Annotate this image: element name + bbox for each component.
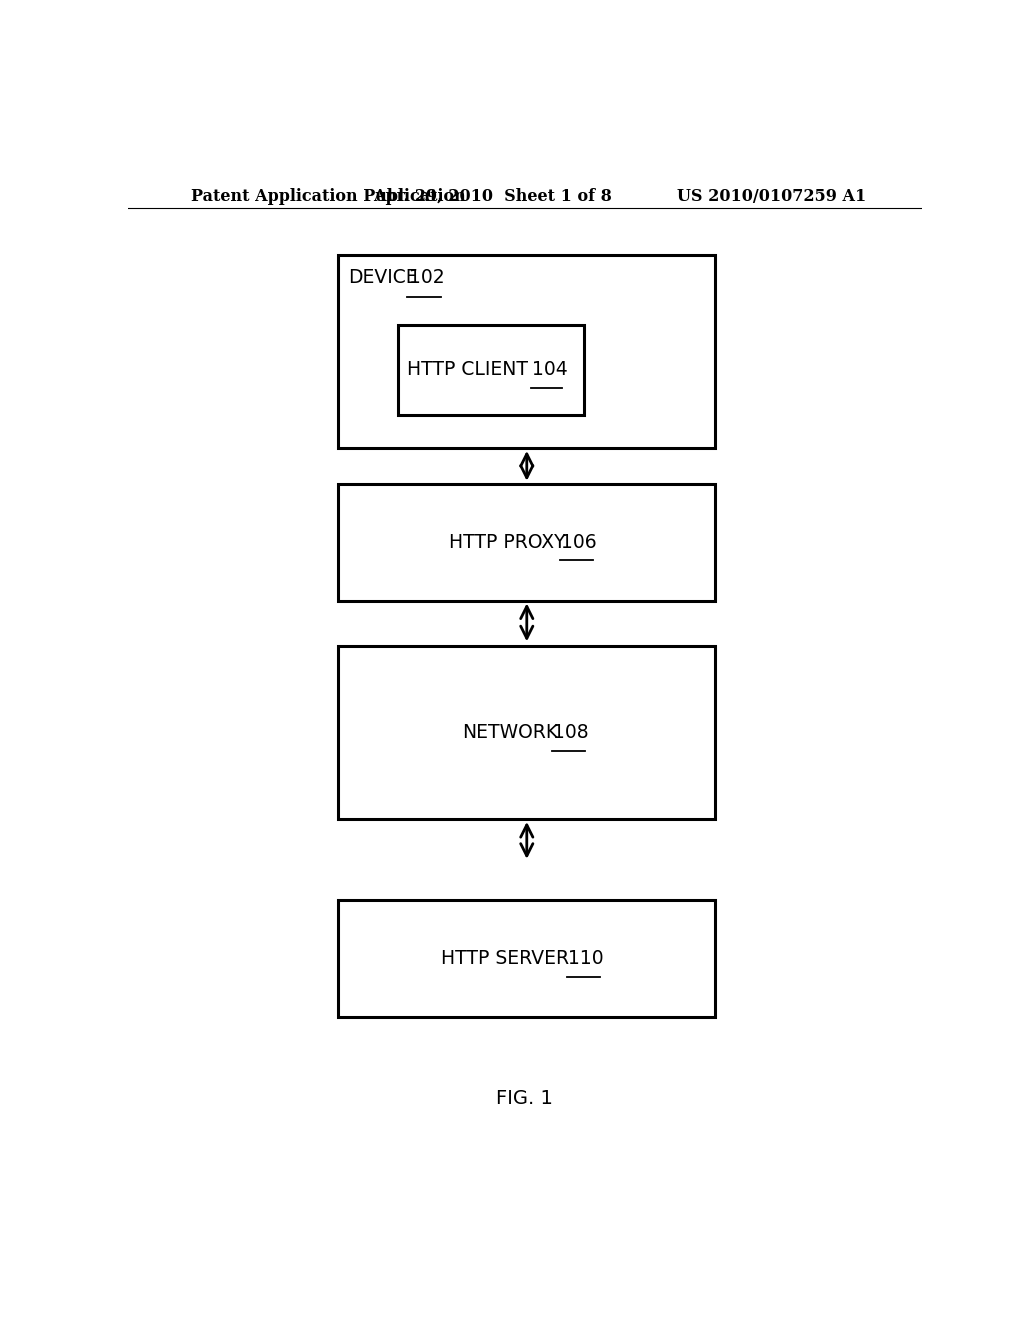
Text: US 2010/0107259 A1: US 2010/0107259 A1 [677,187,866,205]
Bar [338,483,715,601]
Text: NETWORK: NETWORK [463,723,559,742]
Bar [338,255,715,447]
Text: 110: 110 [568,949,604,969]
Text: 108: 108 [553,723,589,742]
Text: HTTP SERVER: HTTP SERVER [440,949,568,969]
Text: DEVICE: DEVICE [348,268,418,288]
Text: FIG. 1: FIG. 1 [497,1089,553,1107]
Text: 104: 104 [532,360,568,379]
Bar [338,647,715,818]
Text: Apr. 29, 2010  Sheet 1 of 8: Apr. 29, 2010 Sheet 1 of 8 [374,187,612,205]
Text: 106: 106 [561,532,597,552]
Text: HTTP PROXY: HTTP PROXY [449,532,565,552]
Bar [397,325,585,414]
Text: Patent Application Publication: Patent Application Publication [191,187,466,205]
Text: HTTP CLIENT: HTTP CLIENT [407,360,527,379]
Text: 102: 102 [409,268,444,288]
Bar [338,900,715,1018]
